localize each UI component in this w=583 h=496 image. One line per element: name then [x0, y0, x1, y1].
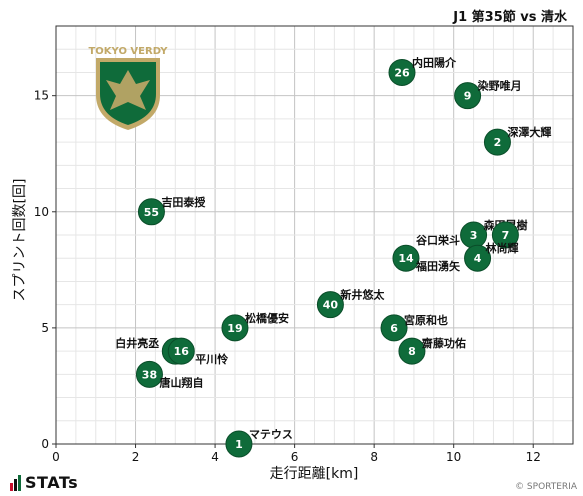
data-point: 16 平川怜 — [167, 337, 228, 366]
player-number: 14 — [398, 252, 414, 265]
data-point: 8 齋藤功佑 — [398, 336, 466, 365]
player-name-label: 染野唯月 — [478, 79, 522, 93]
player-number: 8 — [408, 345, 416, 358]
player-number: 26 — [394, 66, 410, 79]
stats-brand-text: STATs — [25, 473, 79, 492]
player-name-label: 谷口栄斗 — [416, 233, 460, 247]
player-name-label: 白井亮丞 — [115, 336, 159, 350]
stats-logo: STATs — [10, 473, 78, 492]
x-tick-label: 8 — [370, 450, 378, 464]
player-number: 55 — [144, 206, 159, 219]
data-point: 1 マテウス — [225, 428, 293, 458]
y-tick-label: 0 — [41, 437, 49, 451]
x-axis-label: 走行距離[km] — [270, 465, 359, 482]
player-number: 19 — [227, 322, 242, 335]
player-number: 4 — [474, 252, 482, 265]
copyright: © SPORTERIA — [515, 482, 577, 492]
player-name-label: 松橋優安 — [245, 311, 289, 325]
player-marker — [464, 244, 492, 272]
x-tick-label: 4 — [211, 450, 219, 464]
player-number: 40 — [323, 299, 339, 312]
y-tick-label: 5 — [41, 321, 49, 335]
player-name-label: 林尚輝 — [486, 241, 519, 255]
player-name-label: 福田湧矢 — [415, 259, 461, 273]
player-marker — [392, 244, 420, 272]
player-marker — [221, 314, 249, 342]
player-name-label: 吉田泰授 — [161, 195, 206, 209]
player-name-label: 新井悠太 — [340, 288, 385, 302]
player-marker — [316, 291, 344, 319]
player-number: 16 — [174, 345, 190, 358]
player-marker — [380, 314, 408, 342]
player-name-label: 平川怜 — [195, 352, 228, 366]
player-number: 6 — [390, 322, 398, 335]
player-marker — [483, 128, 511, 156]
player-name-label: 齋藤功佑 — [421, 336, 466, 350]
x-tick-label: 0 — [52, 450, 60, 464]
player-name-label: 深澤大輝 — [507, 125, 551, 139]
player-marker — [135, 360, 163, 388]
x-tick-label: 12 — [526, 450, 541, 464]
y-tick-label: 10 — [34, 205, 49, 219]
player-number: 3 — [470, 229, 478, 242]
player-marker — [491, 221, 519, 249]
player-marker — [454, 82, 482, 110]
player-marker — [225, 430, 253, 458]
player-number: 7 — [502, 229, 510, 242]
player-name-label: 宮原和也 — [404, 313, 448, 327]
player-number: 9 — [464, 90, 472, 103]
data-points: 26内田陽介9染野唯月2深澤大輝55吉田泰授3森田晃樹714谷口栄斗福田湧矢4林… — [115, 55, 551, 458]
x-tick-label: 10 — [446, 450, 461, 464]
data-point: 4 林尚輝 — [464, 241, 519, 272]
chart-title: J1 第35節 vs 清水 — [453, 10, 567, 25]
data-point: 福田湧矢 — [415, 259, 461, 273]
y-axis-label: スプリント回数[回] — [12, 179, 28, 302]
team-logo: TOKYO VERDY — [88, 46, 168, 130]
player-number: 1 — [235, 438, 243, 451]
data-point: 6 宮原和也 — [380, 313, 448, 342]
data-point: 7 — [491, 221, 519, 249]
player-marker — [167, 337, 195, 365]
x-tick-label: 2 — [132, 450, 140, 464]
y-tick-label: 15 — [34, 89, 49, 103]
x-tick-label: 6 — [291, 450, 299, 464]
player-name-label: マテウス — [249, 428, 293, 441]
team-logo-text: TOKYO VERDY — [88, 46, 168, 57]
player-marker — [137, 198, 165, 226]
data-point: 2 深澤大輝 — [483, 125, 551, 156]
data-point: 9 染野唯月 — [454, 79, 522, 110]
player-number: 2 — [494, 136, 502, 149]
stats-bars-icon — [10, 474, 21, 491]
player-marker — [388, 58, 416, 86]
player-name-label: 内田陽介 — [412, 55, 457, 69]
plot-frame — [55, 25, 574, 445]
player-name-label: 唐山翔自 — [159, 375, 203, 389]
player-number: 38 — [142, 368, 157, 381]
player-marker — [398, 337, 426, 365]
